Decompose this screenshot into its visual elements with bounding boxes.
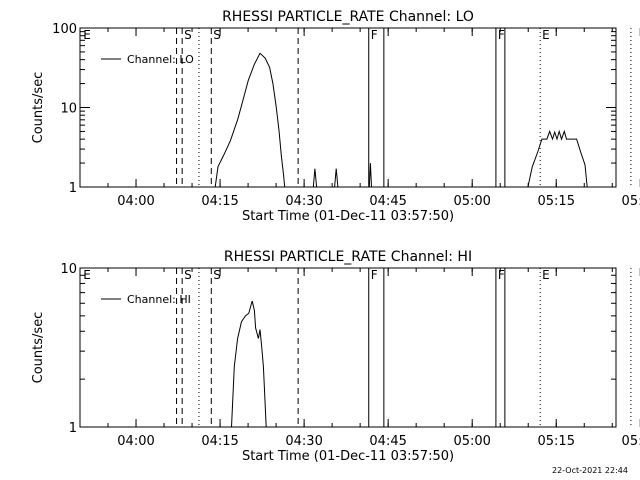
panel-1-legend-label: Channel: LO xyxy=(127,53,194,66)
panel-1-x-axis-label: Start Time (01-Dec-11 03:57:50) xyxy=(242,209,454,224)
panel-1-x-tick-label-0: 04:00 xyxy=(117,194,154,209)
panel-1-y-axis-label: Counts/sec xyxy=(31,72,46,144)
panel-1-data-series-segment-2 xyxy=(334,168,339,188)
panel-1-y-tick-label-1: 10 xyxy=(60,102,77,117)
panel-2-x-tick-label-3: 04:45 xyxy=(369,434,406,449)
panel-2-y-tick-label-1: 10 xyxy=(60,262,77,277)
panel-2-marker-label-6: F xyxy=(371,268,378,282)
panel-1-marker-label-4: S xyxy=(213,28,221,42)
panel-1-data-series-segment-1 xyxy=(312,168,318,188)
panel-1-x-tick-label-2: 04:30 xyxy=(285,194,322,209)
panel-2-x-tick-label-1: 04:15 xyxy=(201,434,238,449)
panel-1-marker-label-10: E xyxy=(542,28,550,42)
panel-2-title: RHESSI PARTICLE_RATE Channel: HI xyxy=(224,249,472,265)
panel-2-marker-label-0: E xyxy=(83,268,91,282)
panel-2-marker-label-4: S xyxy=(213,268,221,282)
panel-1-x-tick-label-5: 05:15 xyxy=(538,194,575,209)
panel-1-marker-label-2: S xyxy=(184,28,192,42)
panel-1-y-tick-label-2: 100 xyxy=(52,22,77,37)
panel-2-x-tick-label-6: 05:30 xyxy=(622,434,640,449)
panel-1-x-tick-label-6: 05:30 xyxy=(622,194,640,209)
panel-1-marker-label-8: F xyxy=(498,28,505,42)
panel-2-y-tick-label-0: 1 xyxy=(69,421,77,436)
panel-1-y-tick-label-0: 1 xyxy=(69,181,77,196)
panel-2-y-axis-label: Counts/sec xyxy=(31,312,46,384)
panel-2-marker-label-10: E xyxy=(542,268,550,282)
panel-1-plot-frame xyxy=(79,27,617,188)
footer-timestamp: 22-Oct-2021 22:44 xyxy=(552,466,628,475)
panel-2-plot-frame xyxy=(79,267,617,428)
panel-2-marker-label-2: S xyxy=(184,268,192,282)
panel-2-x-tick-label-4: 05:00 xyxy=(453,434,490,449)
panel-1-marker-label-0: E xyxy=(83,28,91,42)
panel-1-x-tick-label-4: 05:00 xyxy=(453,194,490,209)
panel-2-x-axis-label: Start Time (01-Dec-11 03:57:50) xyxy=(242,449,454,464)
panel-1-data-series-segment-0 xyxy=(211,52,286,188)
panel-2-x-tick-label-5: 05:15 xyxy=(538,434,575,449)
panel-2-x-tick-label-2: 04:30 xyxy=(285,434,322,449)
panel-2-data-series-segment-0 xyxy=(231,300,267,428)
panel-1-data-series-segment-4 xyxy=(527,129,588,188)
panel-1-title: RHESSI PARTICLE_RATE Channel: LO xyxy=(222,9,474,25)
panel-2-legend-label: Channel: HI xyxy=(127,293,191,306)
panel-1-x-tick-label-1: 04:15 xyxy=(201,194,238,209)
panel-1-marker-label-6: F xyxy=(371,28,378,42)
panel-1-data-series-segment-3 xyxy=(368,163,372,188)
panel-2-marker-label-8: F xyxy=(498,268,505,282)
panel-2-x-tick-label-0: 04:00 xyxy=(117,434,154,449)
panel-1-x-tick-label-3: 04:45 xyxy=(369,194,406,209)
